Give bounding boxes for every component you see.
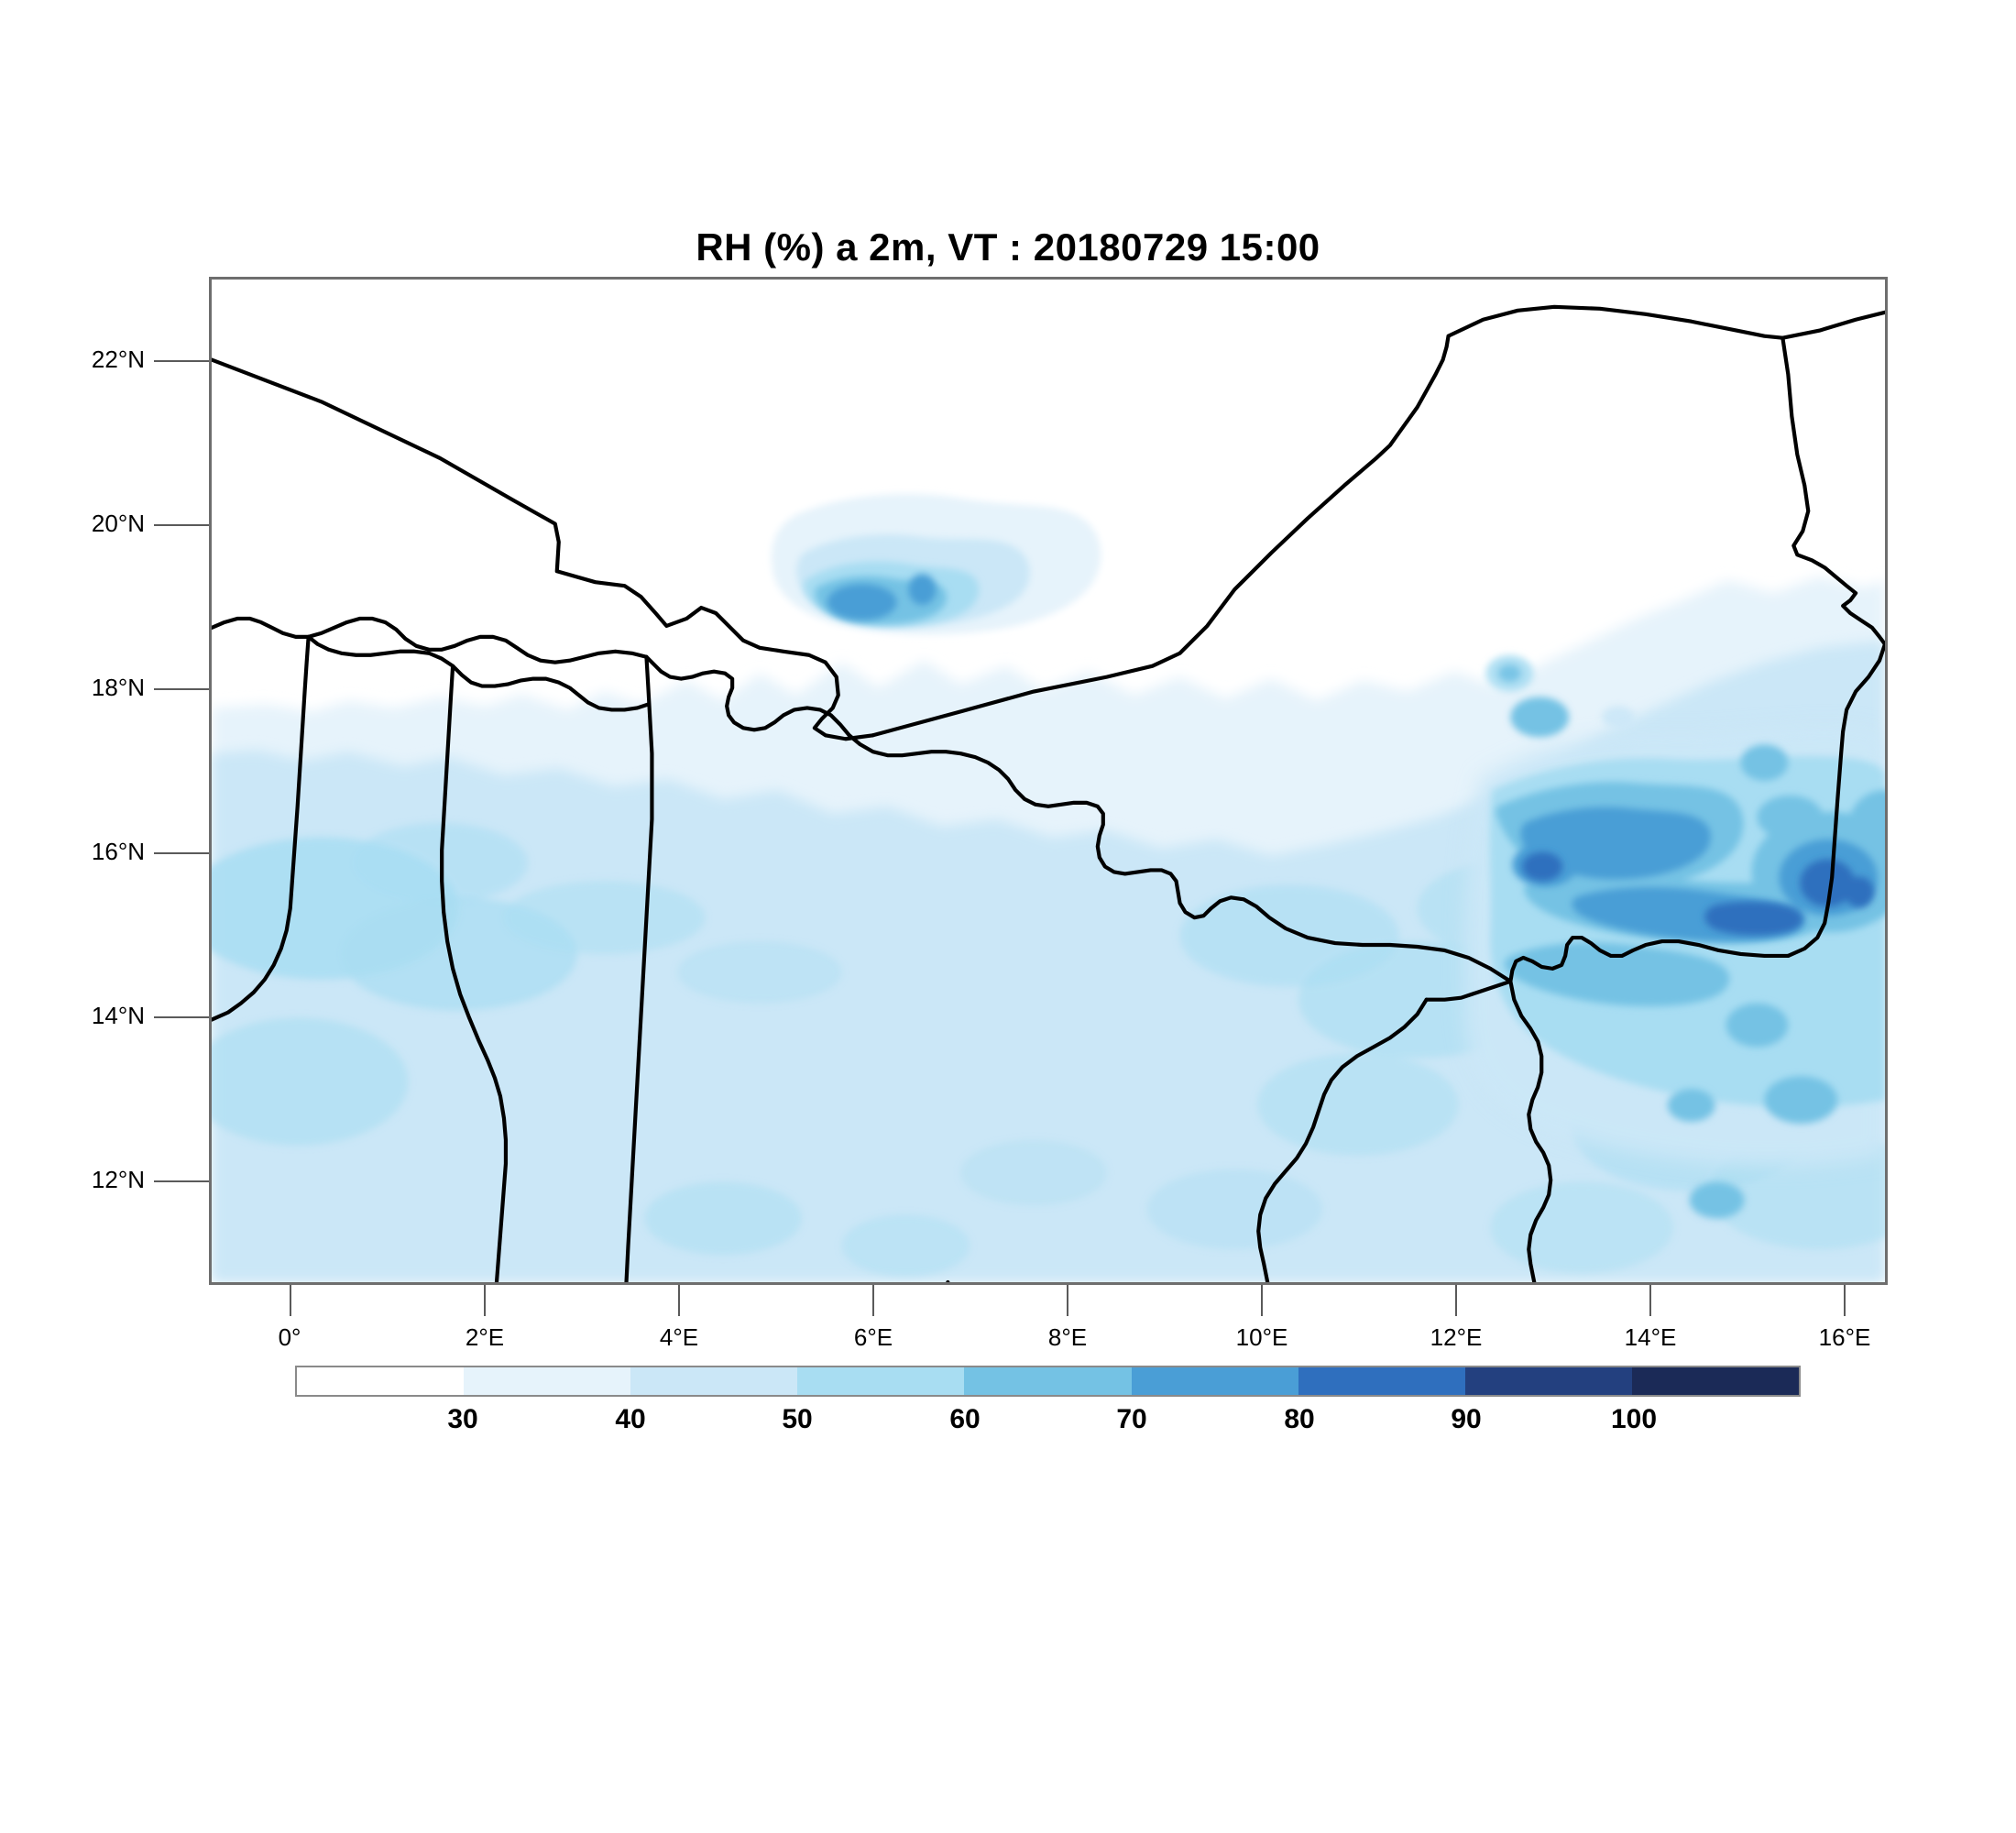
x-tick-0 [290,1285,291,1316]
x-label-0: 0° [278,1323,301,1351]
colorbar-band-3 [797,1367,965,1395]
colorbar-label-100: 100 [1610,1404,1658,1434]
map-plot-area [209,277,1888,1285]
y-tick-16n [154,852,209,854]
colorbar-band-0 [297,1367,465,1395]
rh-lake-chad-complex [1464,697,1885,1219]
x-label-14e: 14°E [1624,1323,1677,1351]
colorbar-band-6 [1298,1367,1465,1395]
y-label-14n: 14°N [91,1002,145,1029]
x-tick-4e [678,1285,680,1316]
colorbar-label-80: 80 [1284,1404,1315,1434]
x-tick-6e [872,1285,874,1316]
colorbar-band-8 [1631,1367,1799,1395]
x-label-6e: 6°E [853,1323,893,1351]
x-tick-12e [1455,1285,1457,1316]
y-label-16n: 16°N [91,838,145,865]
y-label-22n: 22°N [91,346,145,373]
y-tick-22n [154,360,209,362]
rh-band-40-southwest [212,640,1885,1282]
colorbar-label-90: 90 [1451,1404,1482,1434]
colorbar-band-7 [1464,1367,1632,1395]
y-tick-18n [154,688,209,690]
national-borders [212,304,1885,1282]
colorbar-band-2 [630,1367,798,1395]
x-label-12e: 12°E [1430,1323,1483,1351]
colorbar-label-30: 30 [447,1404,478,1434]
rh-shading-layer [212,494,1885,1282]
colorbar-band-1 [464,1367,631,1395]
colorbar-label-70: 70 [1116,1404,1147,1434]
x-tick-14e [1649,1285,1651,1316]
chart-title: RH (%) a 2m, VT : 20180729 15:00 [696,225,1320,269]
colorbar[interactable] [295,1366,1801,1397]
y-label-20n: 20°N [91,510,145,537]
x-tick-8e [1067,1285,1068,1316]
y-tick-12n [154,1180,209,1182]
x-label-10e: 10°E [1235,1323,1288,1351]
x-label-4e: 4°E [659,1323,699,1351]
rh-minor-cells [1485,654,1635,729]
x-tick-16e [1844,1285,1846,1316]
colorbar-label-50: 50 [782,1404,813,1434]
x-tick-10e [1261,1285,1263,1316]
colorbar-label-60: 60 [949,1404,981,1434]
x-tick-2e [484,1285,486,1316]
colorbar-label-40: 40 [615,1404,646,1434]
colorbar-band-4 [964,1367,1132,1395]
y-label-12n: 12°N [91,1166,145,1193]
x-label-16e: 16°E [1818,1323,1871,1351]
y-label-18n: 18°N [91,674,145,701]
map-canvas [212,304,1885,1282]
rh-isolated-blob-17n-7e [772,494,1101,635]
colorbar-band-5 [1131,1367,1298,1395]
y-tick-14n [154,1016,209,1018]
y-tick-20n [154,524,209,526]
x-label-2e: 2°E [465,1323,505,1351]
x-label-8e: 8°E [1047,1323,1088,1351]
